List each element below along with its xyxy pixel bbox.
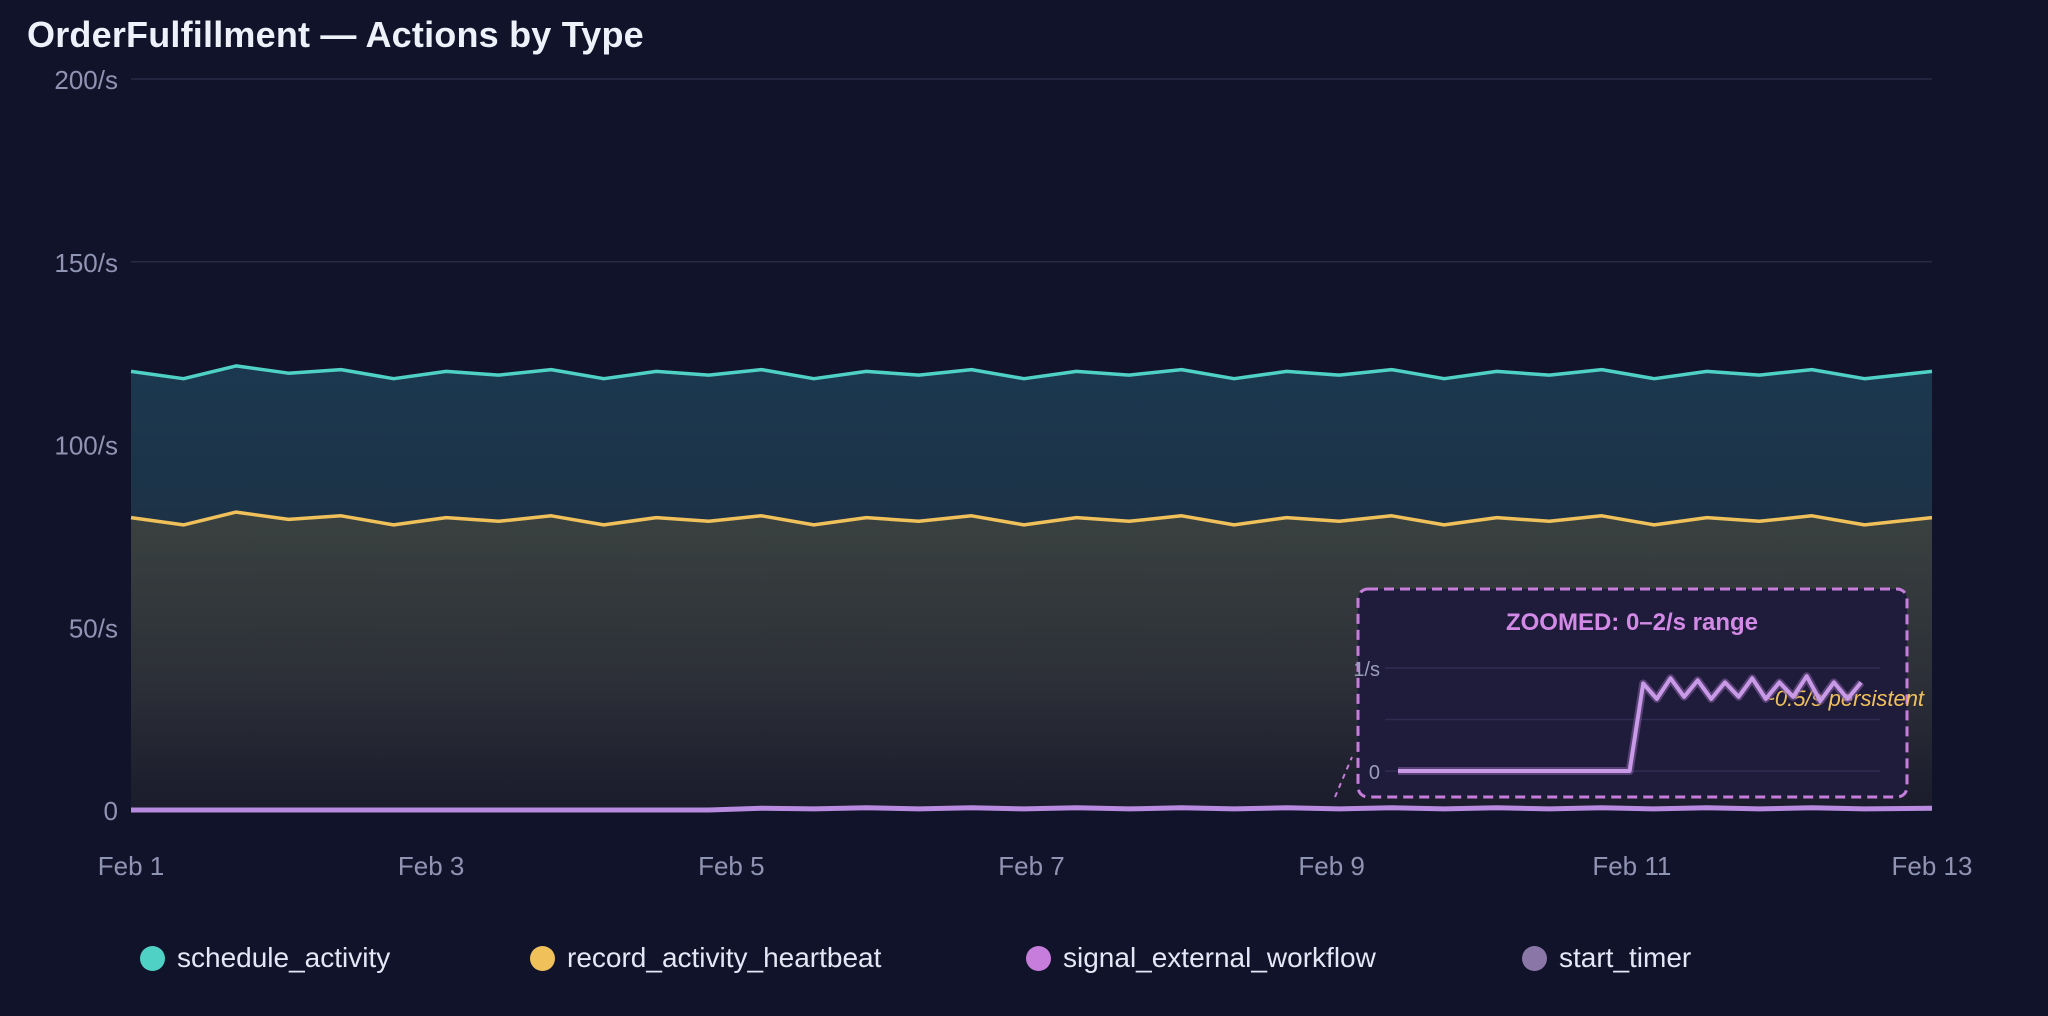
- y-axis-ticks: 0 50/s 100/s 150/s 200/s: [54, 65, 118, 826]
- legend-item-record-activity-heartbeat[interactable]: record_activity_heartbeat: [530, 938, 881, 978]
- legend-swatch-schedule-activity: [140, 945, 165, 971]
- legend: schedule_activity record_activity_heartb…: [0, 938, 2048, 978]
- inset-y-tick-label: 1/s: [1353, 659, 1380, 681]
- zoom-inset: ZOOMED: 0–2/s range ~0.5/s persistent 01…: [1334, 587, 1925, 799]
- chart-title: OrderFulfillment — Actions by Type: [27, 14, 644, 55]
- x-tick-label: Feb 3: [398, 851, 465, 881]
- x-tick-label: Feb 11: [1592, 851, 1671, 881]
- inset-title: ZOOMED: 0–2/s range: [1506, 609, 1758, 636]
- x-tick-label: Feb 13: [1892, 851, 1973, 881]
- legend-swatch-signal-external-workflow: [1026, 945, 1051, 971]
- inset-y-ticks: 0 1/s: [1353, 659, 1380, 784]
- x-tick-label: Feb 9: [1298, 851, 1365, 881]
- y-tick-label: 200/s: [54, 65, 118, 95]
- y-tick-label: 150/s: [54, 248, 118, 278]
- x-tick-label: Feb 5: [698, 851, 765, 881]
- legend-label: record_activity_heartbeat: [567, 942, 882, 973]
- x-axis-ticks: Feb 1 Feb 3 Feb 5 Feb 7 Feb 9 Feb 11 Feb 13: [98, 851, 1973, 881]
- series-lines: [130, 364, 1933, 813]
- x-tick-label: Feb 1: [98, 851, 165, 881]
- legend-item-signal-external-workflow[interactable]: signal_external_workflow: [1026, 938, 1376, 978]
- y-tick-label: 0: [104, 796, 118, 826]
- line-record-activity-heartbeat: [130, 510, 1933, 527]
- legend-label: signal_external_workflow: [1063, 942, 1376, 973]
- legend-label: schedule_activity: [177, 942, 391, 973]
- area-schedule-activity: [131, 365, 1932, 525]
- inset-y-tick-label: 0: [1369, 762, 1380, 784]
- line-schedule-activity: [130, 364, 1933, 381]
- inset-series-line: [1398, 674, 1863, 773]
- legend-item-start-timer[interactable]: start_timer: [1522, 938, 1691, 978]
- y-tick-label: 100/s: [54, 431, 118, 461]
- inset-frame: [1356, 587, 1909, 799]
- legend-swatch-start-timer: [1522, 945, 1547, 971]
- legend-swatch-record-activity-heartbeat: [530, 945, 555, 971]
- legend-item-schedule-activity[interactable]: schedule_activity: [140, 938, 390, 978]
- legend-label: start_timer: [1559, 942, 1692, 973]
- x-tick-label: Feb 7: [998, 851, 1065, 881]
- y-tick-label: 50/s: [69, 613, 118, 643]
- inset-leader-line: [1334, 756, 1353, 798]
- line-signal-external-workflow: [131, 805, 1933, 813]
